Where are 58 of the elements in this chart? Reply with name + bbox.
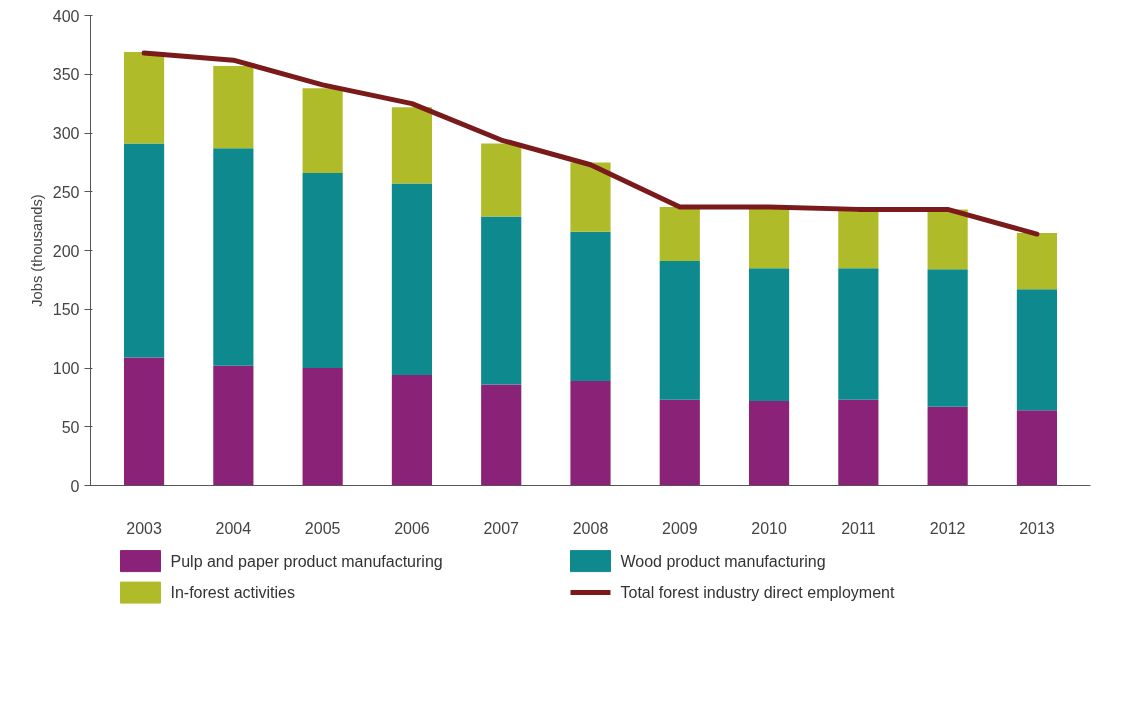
bar (748, 207, 790, 269)
y-tick-label: 200 (52, 242, 80, 260)
bar (570, 231, 611, 381)
bar (570, 162, 611, 232)
x-tick-label: 2009 (661, 519, 698, 537)
bar (659, 261, 700, 400)
bar (302, 88, 343, 173)
bar (838, 209, 879, 269)
x-tick-label: 2004 (215, 519, 252, 537)
bar (302, 368, 343, 486)
bar (1016, 289, 1058, 411)
bar (838, 268, 879, 400)
y-tick-label: 50 (61, 418, 80, 436)
x-tick-label: 2005 (304, 519, 341, 537)
bar (213, 148, 254, 366)
bar (1016, 410, 1058, 486)
bar (748, 400, 790, 486)
bar (123, 357, 165, 486)
bar (391, 375, 433, 486)
bar (481, 216, 522, 385)
legend-label: Total forest industry direct employment (620, 584, 895, 602)
bar (748, 268, 790, 401)
bar (659, 399, 700, 486)
y-tick-label: 250 (52, 183, 80, 201)
y-tick-label: 100 (52, 360, 80, 377)
bar (123, 143, 165, 358)
x-tick-label: 2013 (1019, 519, 1055, 537)
y-tick-label: 350 (52, 66, 80, 84)
y-tick-label: 150 (52, 301, 80, 319)
x-tick-label: 2006 (394, 519, 430, 537)
y-tick-label: 400 (52, 7, 80, 25)
bar (302, 172, 343, 368)
legend-label: In-forest activities (170, 584, 295, 602)
y-tick-label: 300 (52, 125, 80, 142)
bar (391, 183, 433, 376)
x-tick-label: 2008 (572, 519, 609, 537)
bar (927, 209, 968, 270)
bar (1016, 232, 1058, 290)
x-tick-label: 2010 (751, 519, 787, 537)
bar (123, 51, 165, 144)
x-tick-label: 2003 (126, 519, 162, 537)
legend-label: Pulp and paper product manufacturing (170, 552, 443, 570)
x-tick-label: 2011 (841, 519, 876, 537)
legend-label: Wood product manufacturing (620, 552, 826, 570)
bar (391, 107, 433, 184)
x-tick-label: 2007 (483, 519, 520, 537)
bar (213, 66, 254, 149)
bar (213, 365, 254, 486)
bar (927, 406, 968, 486)
x-tick-label: 2012 (929, 519, 966, 537)
bar (838, 399, 879, 486)
bar (927, 269, 968, 407)
y-tick-label: 0 (70, 477, 80, 495)
bar (481, 143, 522, 217)
bar (570, 380, 611, 486)
bar (481, 384, 522, 486)
bar (659, 207, 700, 262)
y-axis-title: Jobs (thousands) (28, 194, 45, 307)
